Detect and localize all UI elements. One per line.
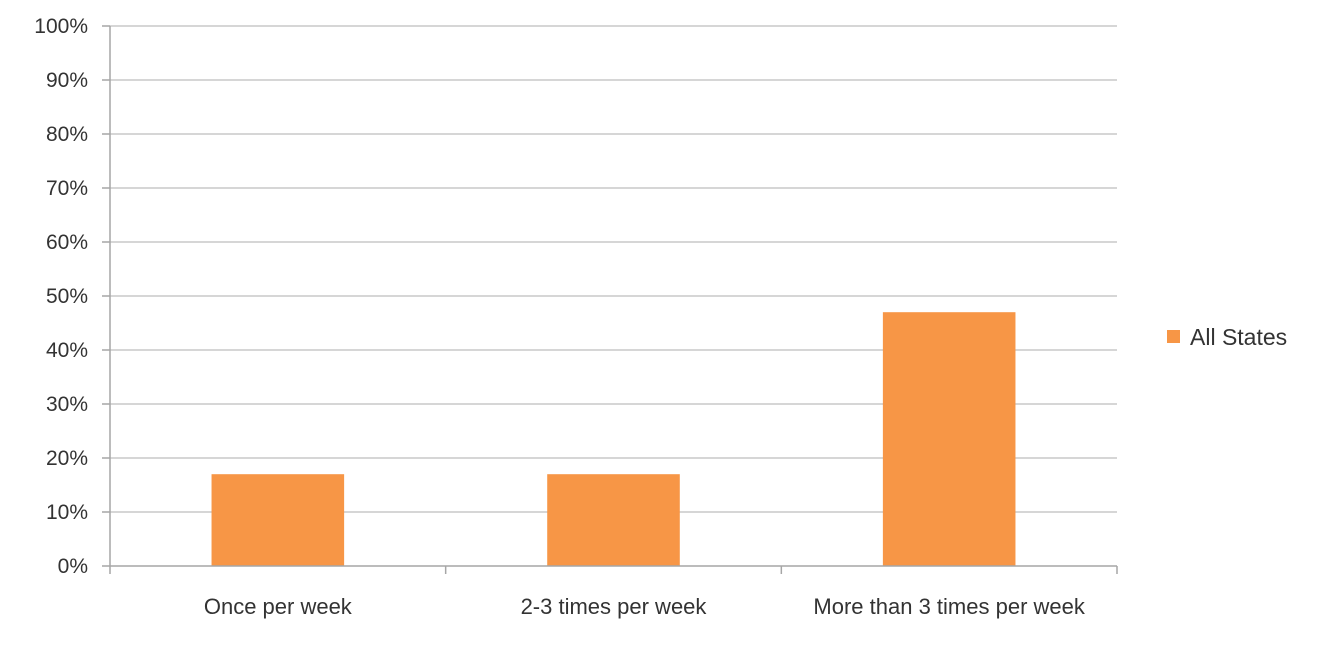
y-axis-ticks: 0% 10% 20% 30% 40% 50% 60% 70% 80% 90% 100% <box>34 15 111 578</box>
x-axis <box>109 565 1118 574</box>
bar <box>211 474 345 566</box>
legend-label: All States <box>1190 324 1287 350</box>
y-tick-label: 30% <box>46 393 88 416</box>
legend: All States <box>1167 324 1287 350</box>
gridlines <box>110 25 1117 513</box>
y-tick-label: 20% <box>46 447 88 470</box>
y-tick-label: 60% <box>46 231 88 254</box>
y-tick-label: 10% <box>46 501 88 524</box>
x-category-label: More than 3 times per week <box>813 594 1085 619</box>
bar <box>547 474 680 566</box>
bars <box>211 312 1016 566</box>
y-tick-label: 40% <box>46 339 88 362</box>
bar <box>882 312 1016 566</box>
y-tick-label: 80% <box>46 123 88 146</box>
y-tick-label: 70% <box>46 177 88 200</box>
x-axis-labels: Once per week 2-3 times per week More than… <box>204 594 1086 619</box>
y-tick-label: 100% <box>34 15 88 38</box>
y-tick-label: 0% <box>58 555 88 578</box>
y-tick-label: 90% <box>46 69 88 92</box>
x-category-label: Once per week <box>204 594 353 619</box>
legend-swatch <box>1167 330 1180 343</box>
x-category-label: 2-3 times per week <box>521 594 708 619</box>
y-tick-label: 50% <box>46 285 88 308</box>
